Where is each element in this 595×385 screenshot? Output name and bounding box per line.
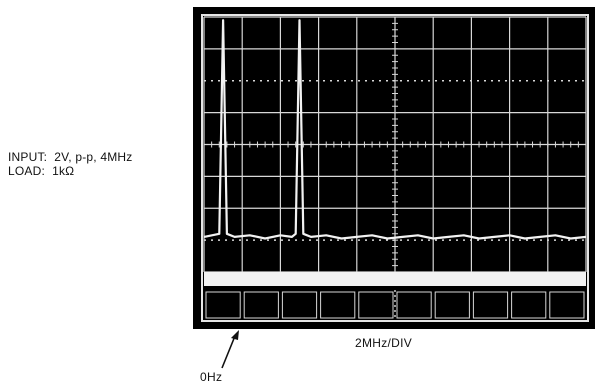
baseline-band	[204, 272, 586, 286]
screen-border	[201, 14, 589, 322]
load-row: LOAD: 1kΩ	[8, 164, 133, 178]
lower-cell	[281, 291, 318, 319]
lower-cell	[396, 291, 432, 319]
load-value: 1kΩ	[52, 164, 75, 178]
zero-hz-label: 0Hz	[200, 370, 223, 384]
zero-hz-arrow-shaft	[221, 335, 236, 369]
lower-cell	[358, 291, 394, 319]
lower-cell	[205, 291, 241, 319]
lower-cell	[434, 291, 470, 319]
zero-hz-arrow-head	[231, 330, 239, 340]
lower-cell	[549, 291, 585, 319]
lower-graticule-cells	[205, 290, 585, 320]
lower-cell	[472, 291, 509, 319]
lower-cell	[320, 291, 356, 319]
input-label: INPUT:	[8, 150, 48, 164]
spectrum-trace	[203, 19, 587, 240]
load-label: LOAD:	[8, 164, 46, 178]
lower-cell	[511, 291, 547, 319]
signal-caption: INPUT: 2V, p-p, 4MHz LOAD: 1kΩ	[8, 150, 133, 178]
lower-cell	[243, 291, 279, 319]
input-row: INPUT: 2V, p-p, 4MHz	[8, 150, 133, 164]
graticule-center-ticks	[203, 16, 587, 273]
x-axis-scale-label: 2MHz/DIV	[355, 336, 413, 350]
input-value: 2V, p-p, 4MHz	[54, 150, 133, 164]
